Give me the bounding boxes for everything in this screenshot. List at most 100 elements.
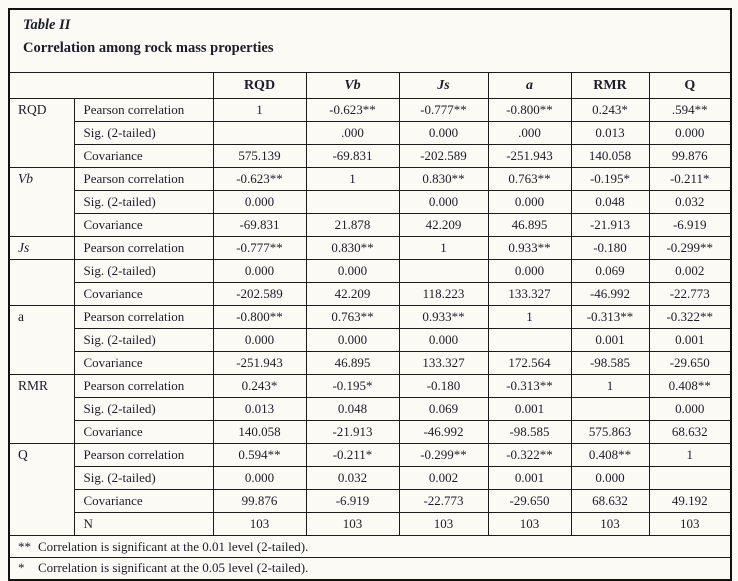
cell-value: 0.000: [487, 190, 572, 214]
stat-label: Sig. (2-tailed): [73, 466, 214, 490]
table-row: Sig. (2-tailed) 0.000 0.032 0.002 0.001 0.000: [9, 466, 732, 490]
cell-value: 172.564: [487, 351, 572, 375]
cell-value: 103: [487, 512, 572, 536]
cell-value: -0.623**: [305, 98, 400, 122]
table-row: Covariance 140.058 -21.913 -46.992 -98.585 57…: [9, 420, 732, 444]
cell-value: 0.002: [398, 466, 489, 490]
cell-value: [487, 328, 572, 352]
cell-value: -0.299**: [398, 443, 489, 467]
table-row: Sig. (2-tailed) 0.013 0.048 0.069 0.001 0.000: [9, 397, 732, 421]
row-group-label: Js: [8, 236, 75, 260]
cell-value: -21.913: [305, 420, 400, 444]
cell-value: 103: [305, 512, 400, 536]
cell-value: 49.192: [648, 489, 732, 513]
cell-value: 1: [570, 374, 650, 398]
cell-value: -0.195*: [570, 167, 650, 191]
cell-value: 118.223: [398, 282, 489, 306]
cell-value: 68.632: [570, 489, 650, 513]
footnote-row: ** Correlation is significant at the 0.01…: [8, 535, 732, 558]
table-row: Covariance -69.831 21.878 42.209 46.895 -21.9…: [9, 213, 732, 237]
table-number: Table II: [23, 17, 71, 33]
cell-value: 0.001: [487, 397, 572, 421]
table-row: Sig. (2-tailed) .000 0.000.000 0.013 0.000: [9, 121, 732, 145]
footnote-row: * Correlation is significant at the 0.05 …: [8, 557, 732, 580]
cell-value: 0.830**: [305, 236, 400, 260]
column-header-q: Q: [648, 72, 732, 99]
cell-value: -0.180: [570, 236, 650, 260]
cell-value: 0.069: [398, 397, 489, 421]
cell-value: 99.876: [212, 489, 307, 513]
cell-value: 1: [398, 236, 489, 260]
cell-value: 0.000: [398, 190, 489, 214]
cell-value: 0.002: [648, 259, 732, 283]
column-header-rmr: RMR: [570, 72, 650, 99]
cell-value: [648, 466, 732, 490]
cell-value: 0.000: [305, 328, 400, 352]
cell-value: .000: [487, 121, 572, 145]
cell-value: 0.032: [648, 190, 732, 214]
cell-value: -21.913: [570, 213, 650, 237]
cell-value: -0.313**: [570, 305, 650, 329]
footnote-cell: ** Correlation is significant at the 0.01…: [8, 535, 732, 558]
cell-value: 0.000: [212, 328, 307, 352]
cell-value: 0.000: [648, 121, 732, 145]
stat-label: Covariance: [73, 489, 214, 513]
stat-label: Sig. (2-tailed): [73, 190, 214, 214]
cell-value: 0.763**: [305, 305, 400, 329]
cell-value: 133.327: [487, 282, 572, 306]
cell-value: 42.209: [398, 213, 489, 237]
cell-value: .000: [305, 121, 400, 145]
title-cell: Table II Correlation among rock mass pro…: [8, 8, 732, 73]
table-row: RMR Pearson correlation 0.243* -0.195* -0.18…: [8, 374, 732, 444]
stat-label: Pearson correlation: [73, 443, 214, 467]
cell-value: 140.058: [570, 144, 650, 168]
cell-value: 0.000: [212, 259, 307, 283]
cell-value: 68.632: [648, 420, 732, 444]
cell-value: 103: [648, 512, 732, 536]
stat-label: Covariance: [73, 420, 214, 444]
row-group-label: Vb: [8, 167, 75, 237]
cell-value: -69.831: [305, 144, 400, 168]
cell-value: 0.013: [570, 121, 650, 145]
stat-label: Pearson correlation: [73, 236, 214, 260]
cell-value: -0.623**: [212, 167, 307, 191]
table-row: Sig. (2-tailed) 0.000 0.000 0.000 0.069 0.002: [8, 259, 732, 306]
stat-label: Pearson correlation: [73, 167, 214, 191]
cell-value: 0.243*: [212, 374, 307, 398]
cell-value: -6.919: [305, 489, 400, 513]
cell-value: -0.777**: [212, 236, 307, 260]
cell-value: -0.299**: [648, 236, 732, 260]
cell-value: 99.876: [648, 144, 732, 168]
cell-value: 0.243*: [570, 98, 650, 122]
cell-value: 42.209: [305, 282, 400, 306]
cell-value: .594**: [648, 98, 732, 122]
cell-value: 0.000: [305, 259, 400, 283]
header-row: RQD Vb Js a RMR Q: [8, 72, 732, 99]
cell-value: 0.069: [570, 259, 650, 283]
stat-label: Covariance: [73, 213, 214, 237]
stat-label: Sig. (2-tailed): [73, 259, 214, 283]
table-row: Sig. (2-tailed) 0.000 0.000 0.000 0.048 0.032: [9, 190, 732, 214]
cell-value: 1: [212, 98, 307, 122]
cell-value: -0.800**: [212, 305, 307, 329]
stat-label: N: [73, 512, 214, 536]
cell-value: -202.589: [212, 282, 307, 306]
cell-value: 1: [648, 443, 732, 467]
cell-value: -22.773: [398, 489, 489, 513]
stat-label: Sig. (2-tailed): [73, 328, 214, 352]
cell-value: 0.000: [570, 466, 650, 490]
stat-label: Pearson correlation: [73, 374, 214, 398]
cell-value: -0.777**: [398, 98, 489, 122]
cell-value: 0.048: [305, 397, 400, 421]
stat-label: Covariance: [73, 282, 214, 306]
footnote-marker: *: [18, 560, 25, 576]
cell-value: 575.863: [570, 420, 650, 444]
cell-value: -98.585: [487, 420, 572, 444]
cell-value: 1: [305, 167, 400, 191]
stat-label: Sig. (2-tailed): [73, 121, 214, 145]
cell-value: 0.594**: [212, 443, 307, 467]
table-row: RQD Pearson correlation 1 -0.623** -0.777** -…: [8, 98, 732, 168]
header-corner-cell: [8, 72, 214, 99]
cell-value: -29.650: [487, 489, 572, 513]
cell-value: 0.763**: [487, 167, 572, 191]
